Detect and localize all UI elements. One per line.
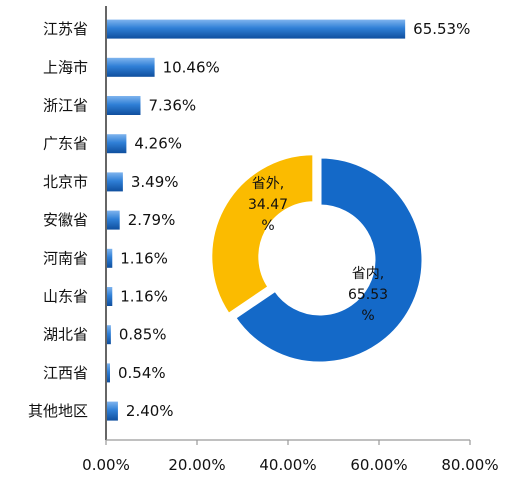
donut-label: % bbox=[261, 218, 274, 234]
category-label: 山东省 bbox=[43, 288, 88, 306]
bar-2 bbox=[107, 57, 155, 77]
value-label: 1.16% bbox=[120, 288, 168, 306]
category-label: 其他地区 bbox=[28, 402, 88, 420]
category-label: 广东省 bbox=[43, 135, 88, 153]
category-label: 北京市 bbox=[43, 173, 88, 191]
value-label: 0.54% bbox=[118, 364, 166, 382]
donut-label: 34.47 bbox=[248, 197, 288, 213]
value-label: 2.40% bbox=[126, 402, 174, 420]
bar-8 bbox=[107, 287, 113, 306]
donut-label: 省内, bbox=[352, 266, 384, 282]
bar-9 bbox=[107, 325, 111, 345]
bar-chart: 江苏省 65.53% 上海市 10.46% 浙江省 7.36% 广东省 4.26% 北京市 3.4… bbox=[28, 19, 470, 421]
value-label: 1.16% bbox=[120, 249, 168, 267]
category-label: 湖北省 bbox=[43, 326, 88, 344]
donut-slice-2 bbox=[209, 152, 316, 317]
x-tick-label: 20.00% bbox=[168, 456, 225, 474]
value-label: 4.26% bbox=[134, 135, 182, 153]
donut-slice-1 bbox=[232, 155, 425, 365]
bar-5 bbox=[107, 172, 123, 192]
x-axis: 0.00% 20.00% 40.00% 60.00% 80.00% bbox=[82, 6, 499, 474]
value-label: 2.79% bbox=[128, 211, 176, 229]
bar-1 bbox=[107, 19, 406, 39]
bar-6 bbox=[107, 210, 120, 230]
bar-3 bbox=[107, 96, 141, 115]
x-tick-label: 60.00% bbox=[350, 456, 407, 474]
category-label: 安徽省 bbox=[43, 211, 88, 229]
donut-label: 65.53 bbox=[348, 287, 388, 303]
bar-11 bbox=[107, 401, 118, 421]
value-label: 7.36% bbox=[148, 97, 196, 115]
bar-4 bbox=[107, 134, 127, 154]
x-tick-label: 80.00% bbox=[441, 456, 498, 474]
x-tick-label: 0.00% bbox=[82, 456, 130, 474]
category-label: 浙江省 bbox=[43, 97, 88, 115]
donut-chart: 省内, 65.53% 省外, 34.47% bbox=[209, 152, 425, 365]
value-label: 3.49% bbox=[131, 173, 179, 191]
category-label: 河南省 bbox=[43, 249, 88, 267]
value-label: 65.53% bbox=[413, 20, 470, 38]
bar-10 bbox=[107, 363, 110, 383]
category-label: 江苏省 bbox=[43, 20, 88, 38]
value-label: 10.46% bbox=[163, 58, 220, 76]
value-label: 0.85% bbox=[119, 326, 167, 344]
bar-7 bbox=[107, 248, 113, 268]
donut-label: 省外, bbox=[252, 176, 284, 192]
donut-label: % bbox=[361, 308, 374, 324]
category-label: 上海市 bbox=[43, 58, 88, 76]
category-label: 江西省 bbox=[43, 364, 88, 382]
x-tick-label: 40.00% bbox=[259, 456, 316, 474]
